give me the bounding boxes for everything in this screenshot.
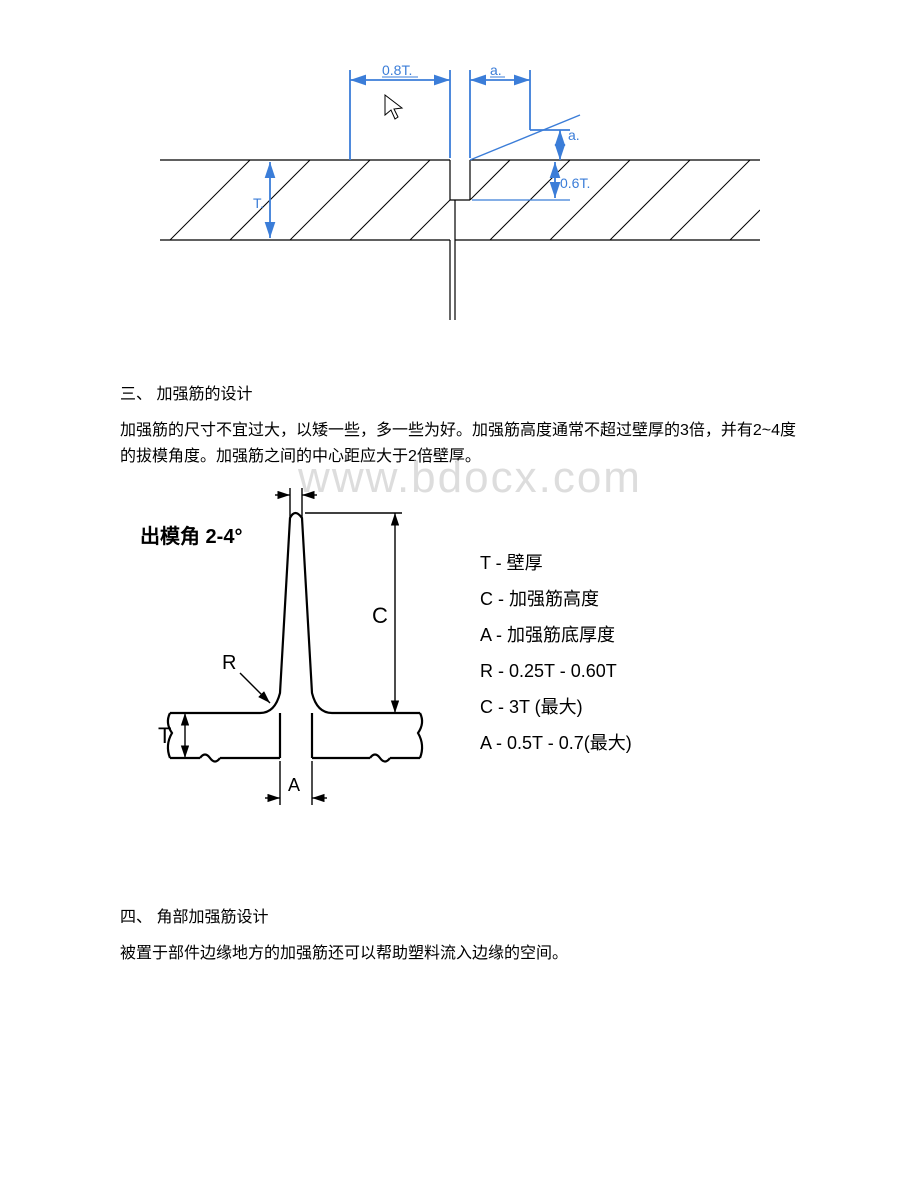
section3-title: 三、 加强筋的设计 <box>120 380 800 404</box>
diagram2-legend: T - 壁厚 C - 加强筋高度 A - 加强筋底厚度 R - 0.25T - … <box>480 545 632 761</box>
label-c: C <box>372 603 388 628</box>
legend-item: T - 壁厚 <box>480 545 632 581</box>
label-0-8t: 0.8T. <box>382 62 412 78</box>
legend-item: A - 加强筋底厚度 <box>480 617 632 653</box>
label-draft-angle: 出模角 2-4° <box>140 524 242 548</box>
diagram-rib-design: www.bdocx.com <box>140 483 800 823</box>
section4-title: 四、 角部加强筋设计 <box>120 903 800 927</box>
cursor-icon <box>385 95 402 119</box>
label-a-side: a. <box>568 127 580 143</box>
legend-item: C - 加强筋高度 <box>480 581 632 617</box>
diagram1-svg: 0.8T. a. a. 0.6T. T. <box>160 40 760 320</box>
legend-item: A - 0.5T - 0.7(最大) <box>480 725 632 761</box>
diagram2-outline <box>168 513 422 762</box>
section3-body: 加强筋的尺寸不宜过大，以矮一些，多一些为好。加强筋高度通常不超过壁厚的3倍，并有… <box>120 418 800 469</box>
diagram1-labels: 0.8T. a. a. 0.6T. T. <box>253 62 590 211</box>
diagram1-hatch-left <box>170 160 450 240</box>
label-r: R <box>222 652 236 674</box>
legend-item: R - 0.25T - 0.60T <box>480 653 632 689</box>
label-t2: T <box>158 723 171 748</box>
section4-body: 被置于部件边缘地方的加强筋还可以帮助塑料流入边缘的空间。 <box>120 941 800 967</box>
label-a-top: a. <box>490 62 502 78</box>
diagram2-labels: 出模角 2-4° R T C A <box>140 524 388 795</box>
diagram2-t-dim <box>170 713 195 758</box>
diagram2-r-leader <box>240 673 270 703</box>
diagram-joint-cross-section: 0.8T. a. a. 0.6T. T. <box>120 40 800 320</box>
legend-item: C - 3T (最大) <box>480 689 632 725</box>
label-t: T. <box>253 195 264 211</box>
diagram2-svg: 出模角 2-4° R T C A <box>140 483 440 823</box>
label-a2: A <box>288 775 300 795</box>
label-0-6t: 0.6T. <box>560 175 590 191</box>
